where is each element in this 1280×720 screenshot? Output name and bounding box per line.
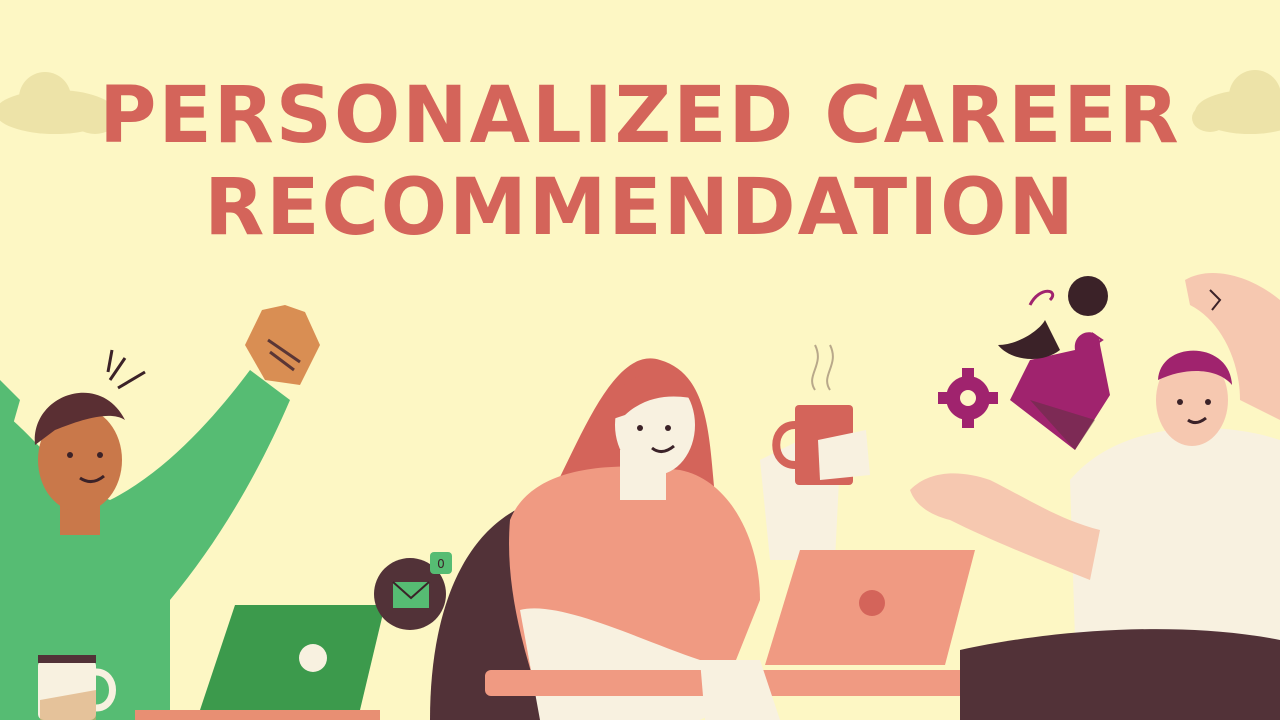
face-right [1156,354,1228,446]
laptop-green [135,605,385,720]
person-left [0,305,320,720]
laptop-coral [485,550,990,720]
mail-icon [374,552,452,630]
page-title: PERSonalized career Recommendation [0,70,1280,254]
gear-icon [938,368,998,428]
title-line-2: Recommendation [204,163,1076,253]
mail-badge-count: 0 [437,557,445,571]
puzzle-icon [1010,332,1110,450]
title-line-1: PERSonalized career [99,71,1181,161]
cloud-right [1192,70,1280,134]
half-circle-icon [998,320,1060,360]
face-left [38,408,122,512]
dot-icon [1068,276,1108,316]
cloud-left [0,72,117,134]
raised-hand [245,305,320,385]
person-right [910,272,1280,720]
